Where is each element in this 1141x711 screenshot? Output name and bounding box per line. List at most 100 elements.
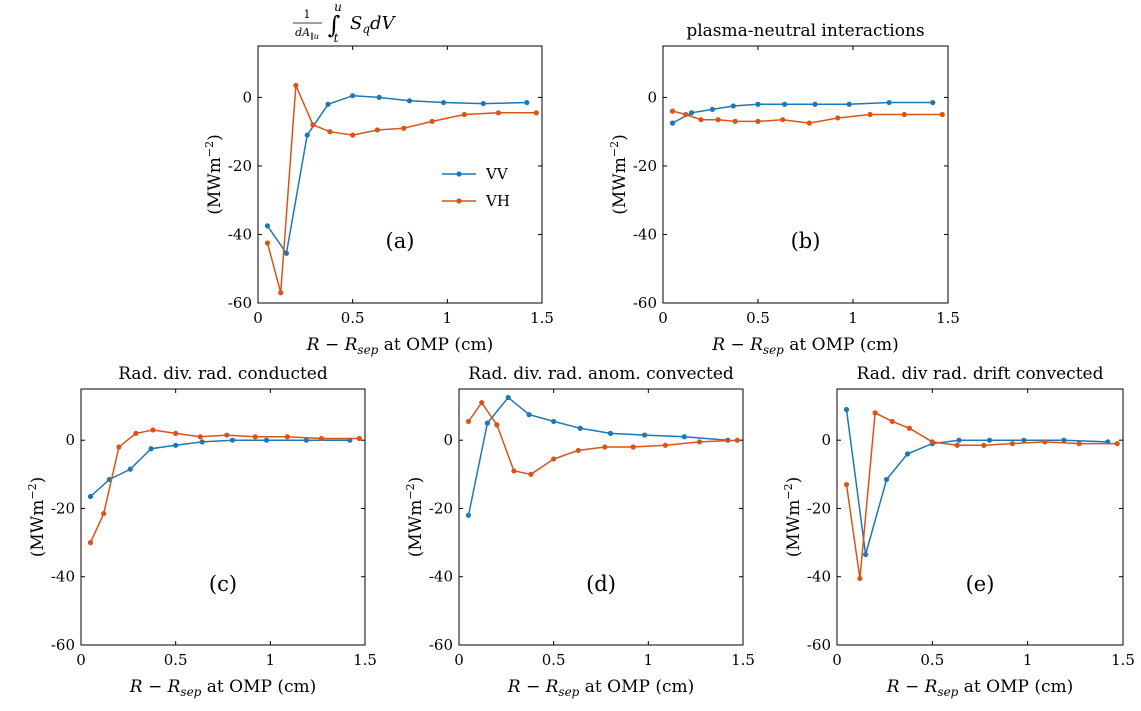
data-point-vh [843, 481, 850, 488]
data-point-vh [732, 118, 738, 124]
data-point-vh [901, 111, 907, 118]
x-tick-label: 1.5 [353, 651, 377, 669]
y-tick-label: -60 [633, 294, 657, 312]
data-point-vh [327, 129, 333, 135]
y-axis-label: (MWm−2) [404, 477, 426, 558]
series-line-vv [89, 439, 350, 498]
data-point-vh [630, 444, 636, 450]
data-point-vh [889, 418, 895, 425]
y-tick-label: -20 [51, 499, 75, 517]
data-point-vh [1009, 441, 1016, 447]
chart-title: plasma-neutral interactions [686, 21, 924, 41]
data-point-vv [1061, 437, 1067, 443]
data-point-vh [479, 400, 485, 406]
data-point-vh [528, 471, 534, 477]
y-tick-label: 0 [242, 88, 252, 106]
chart-panel-1: 0 0.5 1 1.5 -60 -40 -20 0 R − Rsep at OMP (cm) (M… [203, 0, 554, 357]
y-tick-label: -20 [228, 157, 252, 175]
data-point-vv [782, 101, 788, 107]
data-point-vh [465, 418, 472, 425]
title-integral-lower: t [334, 31, 339, 45]
y-axis-label: (MWm−2) [203, 134, 225, 215]
data-point-vh [356, 435, 362, 442]
data-point-vv [956, 437, 962, 443]
data-point-vh [981, 442, 987, 448]
data-point-vv [350, 93, 356, 99]
plot-frame [836, 388, 1124, 646]
data-point-vh [224, 432, 230, 438]
y-tick-label: -20 [807, 499, 831, 517]
data-point-vh [310, 122, 316, 128]
x-tick-label: 1.5 [1111, 651, 1135, 669]
y-axis-label: (MWm−2) [26, 477, 48, 558]
data-point-vv [465, 512, 472, 518]
data-point-vh [278, 290, 284, 296]
data-point-vv [755, 101, 761, 107]
title-fraction-numerator: 1 [304, 8, 311, 21]
data-point-vv [263, 437, 270, 443]
x-tick-label: 1.5 [936, 309, 960, 327]
data-point-vv [283, 250, 289, 256]
data-point-vh [954, 442, 960, 448]
data-point-vv [730, 103, 736, 109]
series-line-vv [672, 101, 933, 124]
panel-label: (b) [791, 229, 821, 253]
x-tick-label: 0.5 [920, 651, 944, 669]
chart-title: Rad. div. rad. conducted [118, 364, 328, 384]
data-point-vh [264, 240, 271, 246]
series-line-vv [266, 94, 527, 256]
y-tick-label: -20 [633, 157, 657, 175]
chart-title: Rad. div. rad. anom. convected [468, 364, 734, 384]
data-point-vv [127, 466, 133, 472]
series-line-vh [89, 429, 360, 543]
y-tick-label: -60 [807, 636, 831, 654]
data-point-vv [173, 442, 179, 448]
legend-marker-vv [456, 171, 462, 177]
data-point-vv [376, 94, 382, 100]
x-tick-label: 1.5 [731, 651, 755, 669]
panel-label: (d) [586, 572, 616, 596]
data-point-vv [440, 99, 447, 106]
title-integral-sign: ∫ [328, 11, 341, 39]
data-point-vh [602, 444, 608, 450]
data-point-vh [929, 439, 935, 445]
x-tick-label: 0 [832, 651, 842, 669]
data-point-vh [116, 444, 122, 450]
legend-label-vv: VV [485, 165, 509, 183]
data-point-vv [325, 101, 331, 107]
data-point-vh [1114, 441, 1120, 447]
data-point-vv [264, 223, 271, 229]
plot-frame [80, 388, 366, 646]
legend-marker-vh [456, 198, 462, 204]
data-point-vv [886, 99, 892, 106]
data-point-vv [1021, 437, 1027, 443]
y-tick-label: -40 [633, 225, 657, 243]
data-point-vh [495, 110, 502, 116]
data-point-vh [867, 111, 873, 118]
title-fraction-denominator: dA∥u [295, 26, 319, 41]
x-tick-label: 0 [658, 309, 668, 327]
data-point-vh [698, 117, 704, 123]
data-point-vv [669, 120, 676, 126]
data-point-vh [401, 125, 407, 131]
chart-title: Rad. div rad. drift convected [857, 364, 1104, 384]
data-point-vh [350, 132, 356, 138]
data-point-vh [133, 430, 139, 436]
data-point-vh [173, 430, 179, 436]
x-tick-label: 1 [644, 651, 654, 669]
panel-label: (a) [386, 229, 415, 253]
data-point-vv [406, 98, 413, 104]
data-point-vv [846, 101, 852, 107]
data-point-vh [101, 510, 107, 517]
data-point-vh [150, 427, 156, 433]
data-point-vh [734, 437, 740, 443]
data-point-vh [683, 111, 689, 118]
chart-panel-3: 0 0.5 1 1.5 -60 -40 -20 0 R − Rsep at OMP (cm) (M… [26, 364, 377, 699]
data-point-vv [551, 418, 557, 425]
x-tick-label: 0.5 [341, 309, 365, 327]
x-tick-label: 1 [848, 309, 858, 327]
chart-panel-2: 0 0.5 1 1.5 -60 -40 -20 0 R − Rsep at OMP (cm) (M… [608, 21, 960, 357]
data-point-vv [607, 430, 614, 436]
data-point-vh [318, 435, 325, 442]
